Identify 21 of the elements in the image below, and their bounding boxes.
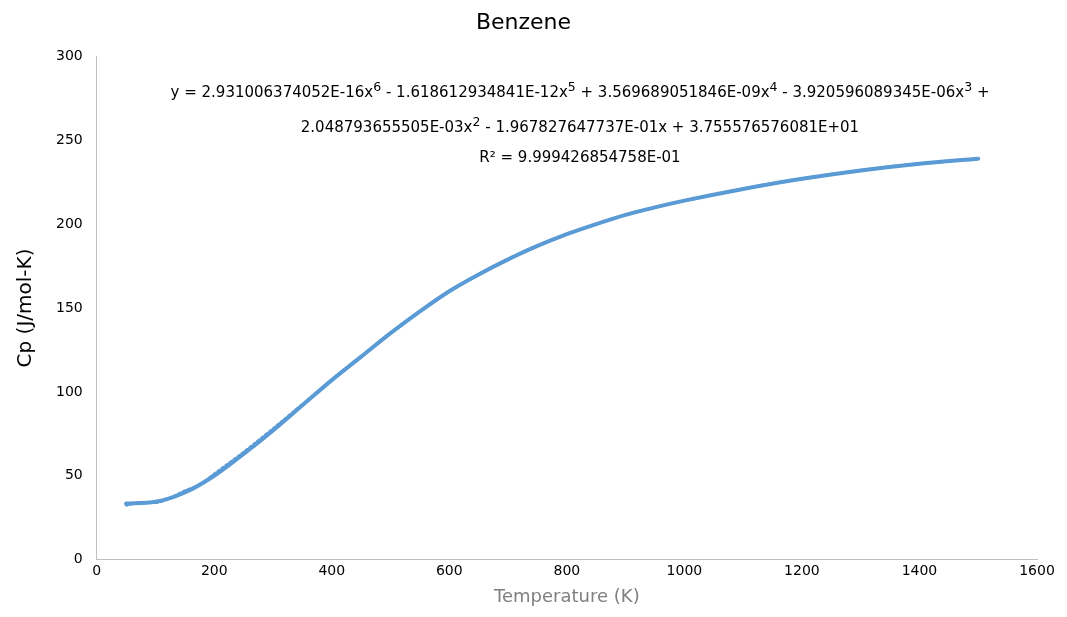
- x-tick-label: 400: [318, 561, 346, 578]
- x-tick-label: 1400: [901, 561, 938, 578]
- x-tick-label: 1200: [784, 561, 820, 578]
- y-tick-label: 250: [55, 130, 83, 147]
- y-tick-label: 0: [73, 550, 83, 567]
- text: y = 2.931006374052E-16x$^{6}$ - 1.618612934841E-12x$^{5}$ + 3.569689051846E-09x$^{4}$ - 3.920596089345E-06x$^{3}$ + 2.048793655505E-03x$^{2}$ - 1.967827647737E-01x + 3.755576576081E+01: [170, 79, 990, 136]
- annotation: R² = 9.999426854758E-01: [478, 147, 682, 168]
- x-tick-label: 1000: [666, 561, 703, 578]
- y-axis-title: Cp (J/mol-K): [12, 248, 37, 368]
- y-tick-label: 300: [55, 47, 83, 64]
- x-tick-label: 0: [92, 561, 102, 578]
- x-tick-label: 200: [200, 561, 228, 578]
- y-tick-label: 150: [55, 298, 83, 315]
- x-tick-label: 1600: [1019, 561, 1055, 578]
- y-tick-label: 100: [55, 382, 83, 399]
- y-tick-label: 50: [64, 466, 83, 483]
- x-tick-label: 600: [435, 561, 463, 578]
- chart-title: Benzene: [475, 8, 572, 34]
- y-tick-label: 200: [55, 214, 83, 231]
- x-tick-label: 800: [553, 561, 581, 578]
- x-axis-title: Temperature (K): [493, 584, 640, 606]
